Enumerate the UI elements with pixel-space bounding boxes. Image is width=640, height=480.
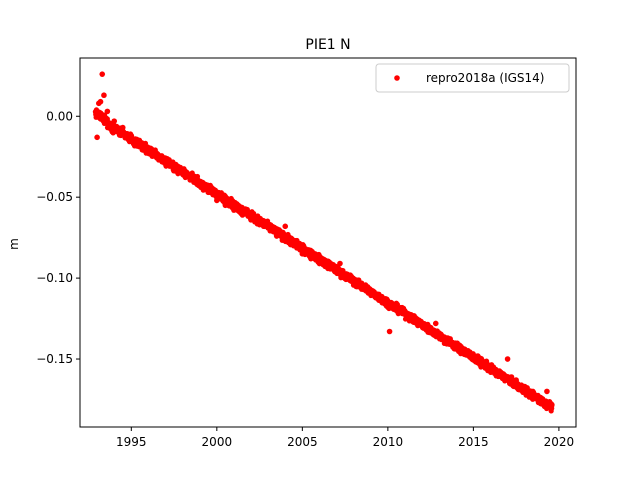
data-point bbox=[367, 289, 374, 296]
data-point bbox=[419, 320, 425, 327]
y-tick-label: −0.10 bbox=[36, 271, 73, 285]
data-point bbox=[521, 383, 528, 390]
data-point bbox=[299, 251, 306, 257]
data-point bbox=[325, 265, 331, 272]
data-point bbox=[282, 223, 289, 230]
data-point bbox=[462, 346, 468, 353]
data-point bbox=[119, 124, 126, 131]
data-point bbox=[97, 98, 104, 105]
x-tick-label: 1995 bbox=[116, 435, 147, 449]
data-point bbox=[402, 310, 408, 317]
data-point bbox=[337, 260, 343, 267]
data-point bbox=[205, 189, 212, 196]
x-tick-label: 2020 bbox=[544, 435, 575, 449]
legend-label: repro2018a (IGS14) bbox=[426, 71, 544, 85]
data-point bbox=[194, 173, 201, 180]
y-tick-label: −0.15 bbox=[36, 352, 73, 366]
data-point bbox=[196, 183, 203, 189]
data-point bbox=[479, 357, 485, 364]
data-point bbox=[496, 369, 502, 375]
x-tick-label: 2005 bbox=[287, 435, 318, 449]
data-point bbox=[273, 233, 280, 239]
data-point bbox=[137, 139, 143, 145]
data-point bbox=[470, 352, 477, 359]
data-point bbox=[453, 341, 460, 348]
data-point bbox=[154, 152, 160, 158]
data-point bbox=[104, 108, 111, 115]
plot-area-frame bbox=[79, 57, 577, 428]
data-point bbox=[436, 330, 442, 336]
data-point bbox=[285, 239, 292, 246]
legend: repro2018a (IGS14) bbox=[375, 63, 570, 93]
data-point bbox=[487, 364, 494, 370]
data-point bbox=[290, 242, 297, 249]
data-point bbox=[222, 202, 229, 209]
data-point bbox=[385, 301, 391, 307]
data-point bbox=[513, 377, 519, 383]
data-point bbox=[248, 217, 254, 223]
y-tick-label: −0.05 bbox=[36, 190, 73, 204]
data-point bbox=[128, 132, 135, 139]
data-point bbox=[427, 325, 434, 332]
y-tick-label: 0.00 bbox=[46, 109, 73, 123]
data-point bbox=[386, 328, 393, 335]
data-point bbox=[376, 294, 383, 301]
y-axis-label: m bbox=[7, 238, 21, 250]
data-point bbox=[188, 176, 194, 183]
data-point bbox=[544, 388, 550, 395]
data-point bbox=[547, 403, 554, 409]
chart-title: PIE1 N bbox=[305, 37, 350, 53]
data-point bbox=[530, 390, 537, 396]
data-point bbox=[359, 285, 366, 291]
data-point bbox=[171, 163, 177, 170]
data-point bbox=[432, 320, 439, 327]
x-tick-label: 2015 bbox=[458, 435, 489, 449]
data-point bbox=[162, 157, 169, 163]
data-point bbox=[393, 306, 400, 312]
data-point bbox=[94, 134, 100, 141]
data-point bbox=[179, 168, 186, 175]
data-point bbox=[101, 92, 107, 99]
data-point bbox=[342, 273, 348, 280]
data-point bbox=[145, 147, 152, 154]
legend-box bbox=[375, 63, 570, 93]
data-point bbox=[538, 396, 545, 403]
data-point bbox=[111, 118, 118, 124]
data-point bbox=[444, 335, 451, 341]
data-point bbox=[504, 356, 511, 362]
data-point bbox=[350, 280, 357, 286]
series-0 bbox=[92, 71, 555, 414]
data-point bbox=[410, 315, 417, 322]
data-point bbox=[308, 255, 314, 262]
data-point bbox=[316, 260, 323, 267]
legend-marker bbox=[394, 75, 400, 81]
data-point bbox=[214, 197, 220, 204]
x-tick-label: 2010 bbox=[373, 435, 404, 449]
x-tick-label: 2000 bbox=[202, 435, 233, 449]
data-points bbox=[92, 71, 555, 414]
x-axis-ticks: 1995 2000 2005 2010 2015 2020 bbox=[116, 427, 574, 449]
data-point bbox=[256, 221, 263, 228]
data-point bbox=[239, 212, 246, 218]
data-point bbox=[99, 71, 106, 77]
data-point bbox=[265, 225, 271, 231]
y-axis-ticks: 0.00 −0.05 −0.10 −0.15 bbox=[36, 109, 80, 366]
data-point bbox=[231, 207, 237, 213]
